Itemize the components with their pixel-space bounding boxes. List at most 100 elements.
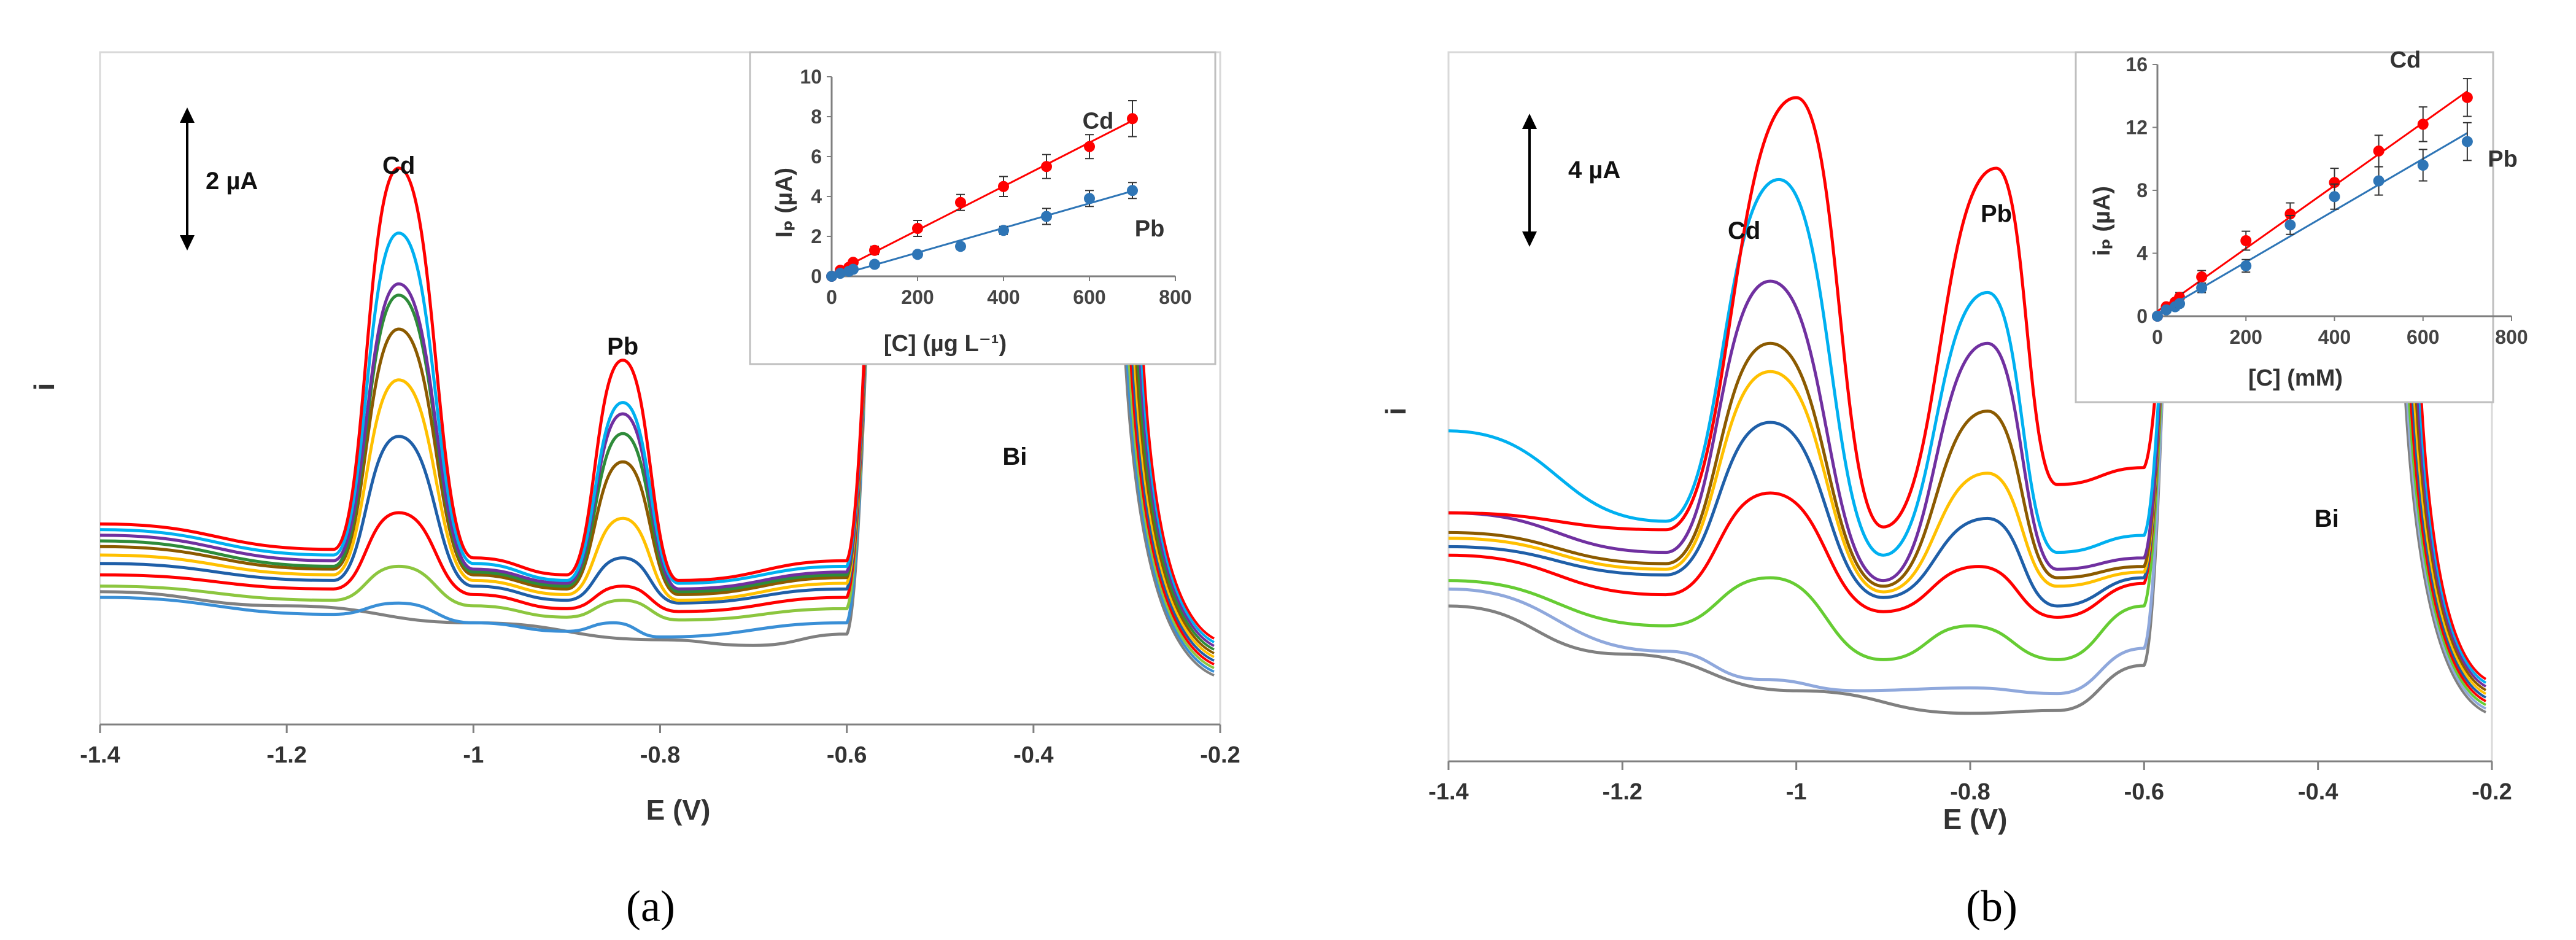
panel-a-inset-point-cd: [998, 181, 1009, 192]
panel-b-peak-label-bi: Bi: [2315, 505, 2339, 532]
panel-b-inset-point-cd: [2461, 91, 2473, 103]
panel-b-x-ticks: -1.4 -1.2 -1 -0.8 -0.6 -0.4 -0.2: [1428, 761, 2512, 805]
panel-a-inset-x-tick-label: 200: [901, 286, 934, 308]
panel-b-inset-point-pb: [2284, 219, 2296, 231]
panel-b-series-c1: [1448, 52, 2176, 696]
panel-a-series-c10: [99, 52, 880, 582]
panel-b-inset-point-pb: [2152, 311, 2163, 322]
panel-b-peak-labels: Cd Pb Bi: [1728, 200, 2339, 532]
panel-b-inset-fit-pb: [2157, 132, 2468, 315]
panel-b-inset-x-tick-label: 0: [2152, 326, 2163, 348]
panel-a-series-c8: [99, 52, 880, 591]
panel-a-inset-point-cd: [1127, 113, 1138, 125]
panel-a-inset-fit-cd: [831, 120, 1133, 275]
panel-a-inset-box: [749, 51, 1216, 365]
panel-a-inset-plot: 0 200 400 600 800 0 2 4 6 8 10 Cd Pb: [800, 66, 1191, 308]
panel-a-inset-point-cd: [912, 223, 923, 234]
panel-b-x-tick-label: -0.2: [2472, 779, 2512, 805]
panel-b-series-c7: [1448, 52, 2176, 583]
panel-a-inset-point-pb: [998, 225, 1009, 236]
panel-b-inset-y-label: iₚ (µA): [2089, 186, 2115, 256]
panel-b-inset-label-pb: Pb: [2488, 147, 2518, 173]
panel-a-inset-label-pb: Pb: [1135, 216, 1165, 242]
panel-a-inset-point-pb: [826, 271, 837, 282]
panel-a-peak-label-pb: Pb: [607, 333, 638, 360]
panel-a-scale-arrow-down: [180, 235, 195, 251]
panel-a-y-label: i: [28, 383, 60, 391]
panel-b-inset-point-pb: [2329, 191, 2340, 203]
panel-b-inset-box: [2075, 51, 2494, 403]
panel-b-inset-x-label: [C] (mM): [2248, 365, 2343, 391]
panel-b-inset-y-tick-label: 12: [2125, 117, 2148, 139]
panel-b-inset-fit-cd: [2157, 90, 2468, 313]
panel-a-inset: 0 200 400 600 800 0 2 4 6 8 10 Cd Pb [C] (µg L⁻¹) Iₚ…: [749, 51, 1216, 365]
panel-a-x-label: E (V): [646, 794, 711, 826]
panel-b-inset-plot: 0 200 400 600 800 0 4 8 12 16 Cd Pb: [2125, 47, 2528, 348]
panel-a-peak-labels: Cd Pb Bi: [382, 152, 1027, 470]
panel-a-series-c9: [99, 52, 880, 585]
panel-b-scale-label: 4 µA: [1568, 157, 1620, 184]
panel-a-scale-arrow-up: [180, 107, 195, 123]
panel-b-inset-point-cd: [2196, 271, 2208, 282]
panel-b-inset-y-tick-label: 16: [2125, 53, 2148, 76]
panel-a-inset-fit-pb: [831, 190, 1133, 278]
panel-b-scale-arrow-up: [1522, 114, 1537, 129]
panel-b-inset-x-tick-label: 600: [2407, 326, 2439, 348]
panel-a-x-tick-label: -0.6: [827, 742, 867, 768]
panel-a-inset-y-tick-label: 6: [811, 146, 822, 168]
panel-a-inset-y-tick-label: 10: [800, 66, 822, 88]
panel-a-inset-point-cd: [1084, 141, 1095, 152]
panel-b-series-c9: [1448, 52, 2176, 532]
panel-a-x-tick-label: -0.4: [1013, 742, 1053, 768]
panel-a-inset-y-label: Iₚ (µA): [772, 168, 797, 238]
panel-a-inset-point-pb: [869, 258, 880, 270]
panel-a-inset-point-pb: [848, 263, 859, 275]
panel-b-scale-arrow-down: [1522, 231, 1537, 247]
panel-a-peak-label-bi: Bi: [1002, 443, 1027, 470]
panel-b-caption: (b): [1966, 882, 2017, 931]
panel-b-inset-point-pb: [2417, 160, 2429, 171]
panel-a-inset-point-cd: [1041, 161, 1052, 173]
panel-b-inset-point-cd: [2373, 145, 2385, 157]
panel-b-inset-x-tick-label: 200: [2230, 326, 2262, 348]
panel-b-inset: 0 200 400 600 800 0 4 8 12 16 Cd Pb [C] (mM) iₚ (µA…: [2075, 47, 2528, 403]
panel-a-peak-label-cd: Cd: [382, 152, 415, 179]
panel-b-x-label: E (V): [1943, 803, 2008, 835]
panel-a-inset-y-tick-label: 8: [811, 106, 822, 128]
panel-a-x-tick-label: -1.4: [80, 742, 120, 768]
panel-b-inset-point-cd: [2417, 118, 2429, 130]
panel-a-inset-y-tick-label: 2: [811, 225, 822, 247]
panel-b-inset-label-cd: Cd: [2390, 47, 2421, 73]
panel-a-inset-y-tick-label: 0: [811, 265, 822, 287]
panel-a-x-tick-label: -1.2: [266, 742, 306, 768]
panel-a-inset-point-pb: [912, 249, 923, 260]
panel-b-x-tick-label: -0.6: [2124, 779, 2164, 805]
panel-a-inset-point-pb: [955, 241, 966, 252]
panel-a-inset-x-tick-label: 600: [1073, 286, 1105, 308]
panel-a-x-tick-label: -1: [463, 742, 484, 768]
panel-b-inset-x-tick-label: 800: [2495, 326, 2528, 348]
panel-a-inset-point-pb: [1084, 193, 1095, 204]
panel-a-x-ticks: -1.4 -1.2 -1 -0.8 -0.6 -0.4 -0.2: [80, 724, 1240, 768]
panel-a-scale-label: 2 µA: [206, 168, 258, 195]
panel-a-inset-x-label: [C] (µg L⁻¹): [884, 331, 1007, 357]
panel-a-inset-point-pb: [835, 268, 846, 279]
panel-b-inset-y-tick-label: 8: [2137, 179, 2148, 201]
panel-b-inset-point-pb: [2240, 260, 2252, 271]
panel-b-inset-point-pb: [2373, 175, 2385, 187]
panel-b-inset-y-tick-label: 4: [2137, 243, 2148, 265]
panel-b-inset-point-cd: [2240, 235, 2252, 246]
panel-b-x-tick-label: -0.8: [1950, 779, 1990, 805]
panel-a-caption: (a): [626, 882, 675, 931]
panel-a-inset-label-cd: Cd: [1083, 109, 1114, 134]
panel-a-scale-bar: 2 µA: [180, 107, 258, 251]
panel-a-x-tick-label: -0.2: [1200, 742, 1240, 768]
panel-a-inset-point-pb: [1041, 211, 1052, 222]
panel-a-inset-point-cd: [869, 244, 880, 256]
panel-b-x-tick-label: -1: [1786, 779, 1807, 805]
panel-b-inset-point-cd: [2329, 177, 2340, 188]
